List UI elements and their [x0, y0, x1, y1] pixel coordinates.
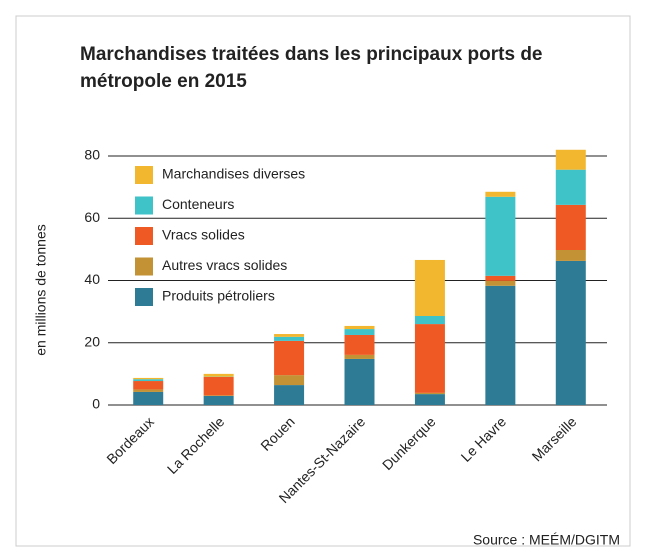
- bar-segment: [344, 354, 375, 359]
- bar-segment: [555, 204, 586, 250]
- bar-segment: [274, 375, 305, 386]
- bar-segment: [274, 385, 305, 405]
- bar-segment: [414, 394, 445, 405]
- bar-segment: [274, 334, 305, 337]
- chart-title: Marchandises traitées dans les principau…: [80, 44, 543, 65]
- y-tick-label: 0: [92, 396, 100, 412]
- legend-swatch: [135, 257, 153, 276]
- bar-segment: [274, 336, 305, 341]
- bar-segment: [485, 191, 516, 197]
- y-tick-label: 20: [84, 333, 100, 349]
- bar-segment: [555, 169, 586, 205]
- bar-segment: [133, 389, 164, 392]
- bar-segment: [485, 275, 516, 281]
- legend-label: Conteneurs: [162, 196, 234, 212]
- legend-swatch: [135, 196, 153, 215]
- y-tick-label: 40: [84, 271, 100, 287]
- y-axis-label: en millions de tonnes: [33, 224, 49, 356]
- bar-segment: [555, 260, 586, 405]
- legend-label: Autres vracs solides: [162, 257, 287, 273]
- bar-segment: [485, 280, 516, 286]
- bar-segment: [344, 329, 375, 335]
- bar-segment: [414, 259, 445, 316]
- bar-segment: [485, 196, 516, 276]
- bar-segment: [414, 315, 445, 325]
- legend-label: Vracs solides: [162, 227, 245, 243]
- chart-title: métropole en 2015: [80, 71, 247, 92]
- y-tick-label: 80: [84, 147, 100, 163]
- legend-label: Produits pétroliers: [162, 288, 275, 304]
- legend-swatch: [135, 288, 153, 306]
- bar-segment: [555, 249, 586, 261]
- bar-segment: [274, 340, 305, 376]
- bar-segment: [485, 285, 516, 405]
- source: Source : MEÉM/DGITM: [473, 532, 620, 548]
- legend-label: Marchandises diverses: [162, 166, 305, 182]
- bar-segment: [555, 149, 586, 170]
- bar-segment: [344, 325, 375, 330]
- bar-segment: [203, 395, 234, 405]
- bar-segment: [133, 379, 164, 382]
- y-tick-label: 60: [84, 209, 100, 225]
- bar-segment: [414, 392, 445, 395]
- bar-segment: [203, 373, 234, 377]
- bar-segment: [133, 391, 164, 405]
- bar-segment: [344, 334, 375, 355]
- bar-segment: [203, 395, 234, 396]
- legend-swatch: [135, 166, 153, 184]
- bar-segment: [414, 324, 445, 393]
- bar-segment: [344, 358, 375, 405]
- bar-segment: [203, 376, 234, 396]
- bar-segment: [133, 381, 164, 390]
- bar-segment: [133, 377, 164, 380]
- legend-swatch: [135, 227, 153, 245]
